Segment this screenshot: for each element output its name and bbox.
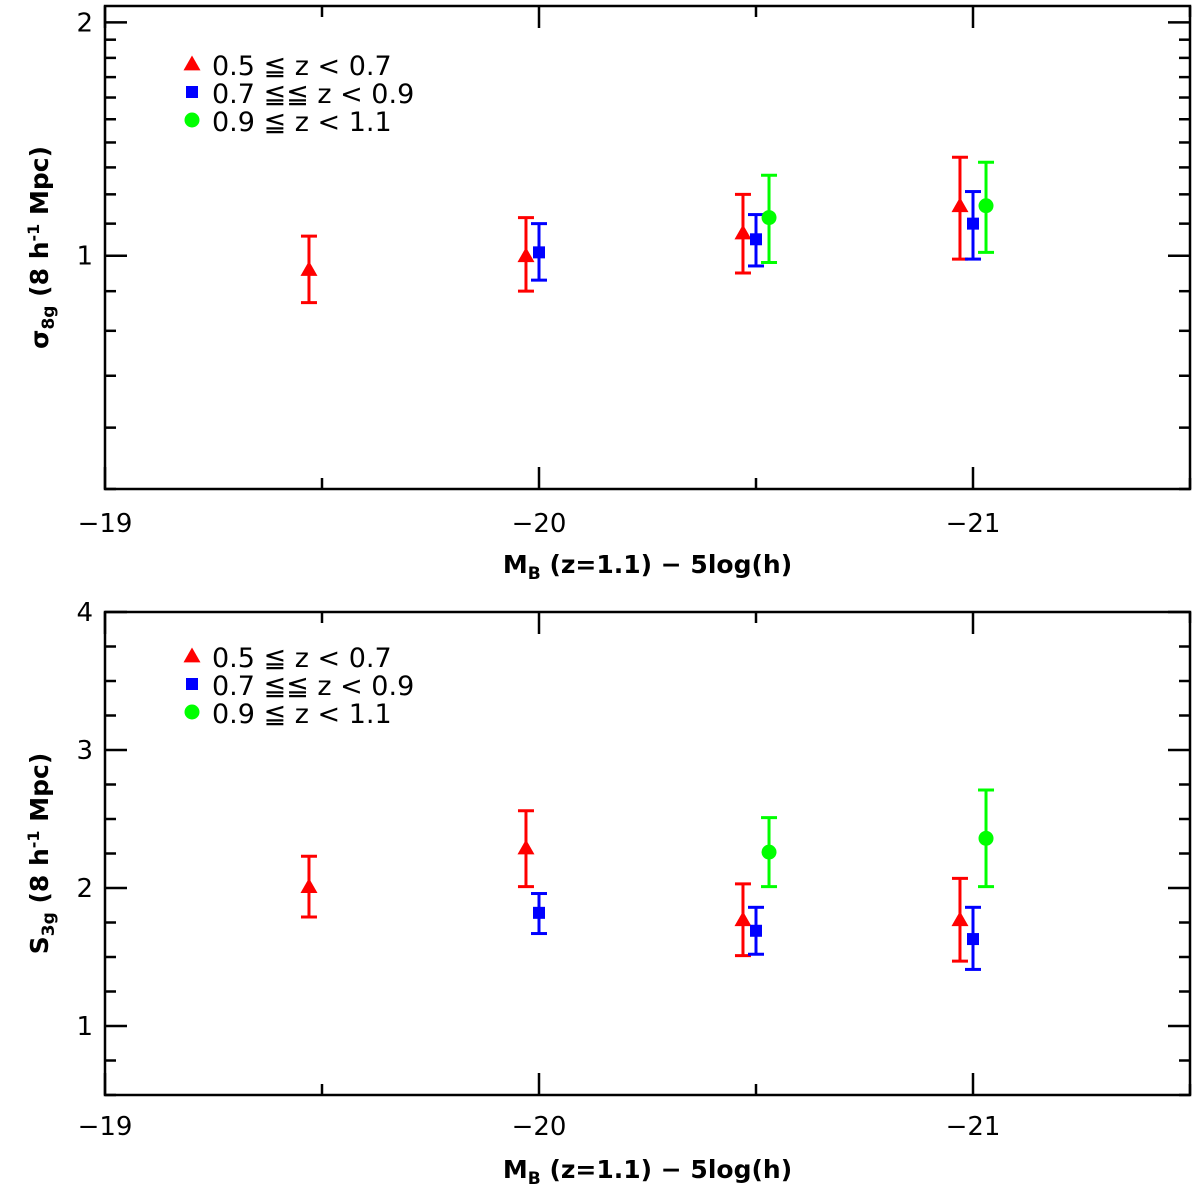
y-axis-label: σ8g (8 h-1 Mpc) — [24, 146, 59, 349]
x-tick-label: −21 — [946, 509, 1001, 539]
data-point — [967, 217, 979, 230]
y-tick-label: 1 — [76, 1012, 93, 1042]
legend-entry: 0.7 ≦≦ z < 0.9 — [186, 79, 414, 110]
x-tick-label: −19 — [78, 509, 133, 539]
data-point — [300, 878, 318, 893]
data-point — [951, 197, 969, 213]
data-point — [517, 839, 535, 855]
x-tick-label: −19 — [78, 1112, 133, 1142]
series-2 — [761, 160, 995, 265]
series-1 — [531, 892, 981, 971]
y-tick-label: 1 — [76, 242, 93, 272]
data-point — [978, 830, 994, 846]
y-tick-label: 2 — [76, 8, 93, 38]
legend-marker — [186, 678, 198, 690]
legend-entry: 0.5 ≦ z < 0.7 — [183, 51, 392, 82]
data-point — [967, 933, 979, 946]
data-point — [951, 911, 969, 927]
legend-entry: 0.9 ≦ z < 1.1 — [184, 107, 392, 138]
data-point — [734, 224, 752, 240]
y-tick-label: 4 — [76, 598, 93, 628]
panel-top: −19 −20 −21 1 2 MB (z=1.1) − 5log(h) σ8g (8 h-… — [24, 4, 1192, 584]
legend-entry: 0.5 ≦ z < 0.7 — [183, 643, 392, 674]
data-point — [978, 198, 994, 214]
legend-label: 0.9 ≦ z < 1.1 — [212, 107, 392, 138]
data-point — [761, 844, 777, 860]
y-tick-label: 3 — [76, 736, 93, 766]
panel-bottom: −19 −20 −21 1 2 3 4 MB (z=1.1) − 5log(h) S3g (8 … — [24, 598, 1192, 1189]
legend-marker — [183, 647, 201, 663]
x-tick-label: −21 — [946, 1112, 1001, 1142]
legend-marker — [186, 86, 198, 98]
plot-frame — [103, 4, 1192, 491]
data-point — [750, 233, 762, 246]
legend-entry: 0.9 ≦ z < 1.1 — [184, 699, 392, 730]
data-point — [734, 911, 752, 927]
x-tick-label: −20 — [512, 1112, 567, 1142]
x-tick-label: −20 — [512, 509, 567, 539]
x-axis-label: MB (z=1.1) − 5log(h) — [503, 550, 792, 584]
legend-label: 0.9 ≦ z < 1.1 — [212, 699, 392, 730]
series-0 — [300, 155, 969, 305]
legend-entry: 0.7 ≦≦ z < 0.9 — [186, 671, 414, 702]
legend-label: 0.7 ≦≦ z < 0.9 — [212, 79, 414, 110]
legend-label: 0.5 ≦ z < 0.7 — [212, 51, 392, 82]
data-point — [761, 210, 777, 226]
data-point — [517, 247, 535, 263]
data-point — [750, 924, 762, 937]
data-point — [533, 246, 545, 259]
legend-marker — [184, 704, 200, 720]
legend-label: 0.7 ≦≦ z < 0.9 — [212, 671, 414, 702]
legend-marker — [184, 112, 200, 128]
data-point — [533, 906, 545, 919]
y-axis-label: S3g (8 h-1 Mpc) — [24, 753, 59, 955]
legend-label: 0.5 ≦ z < 0.7 — [212, 643, 392, 674]
series-2 — [761, 788, 995, 889]
x-axis-label: MB (z=1.1) − 5log(h) — [503, 1155, 792, 1189]
series-0 — [300, 809, 969, 963]
series-1 — [531, 190, 981, 282]
data-point — [300, 260, 318, 276]
y-tick-label: 2 — [76, 874, 93, 904]
legend-marker — [183, 55, 201, 71]
